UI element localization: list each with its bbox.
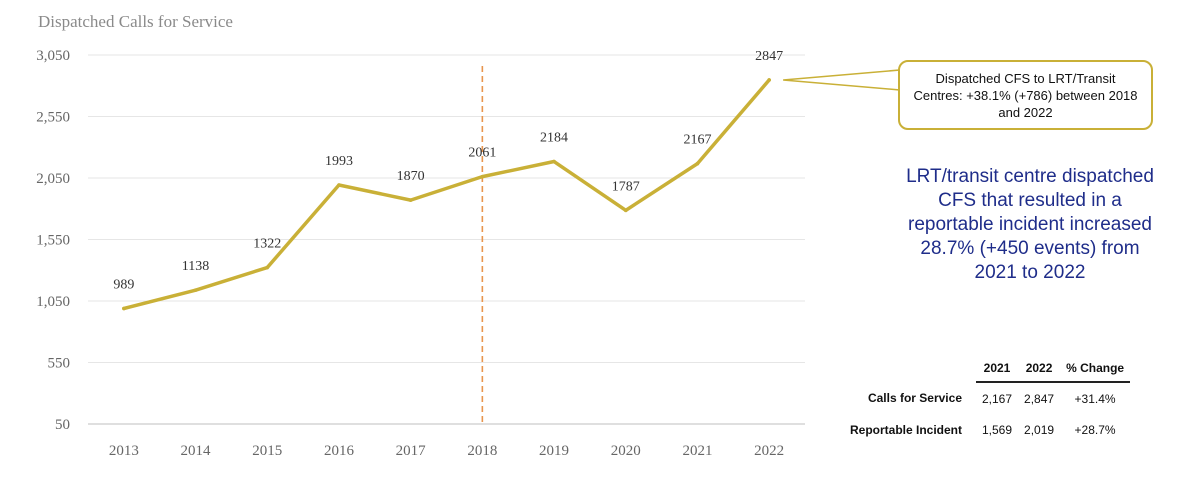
row-label: Calls for Service (867, 391, 962, 405)
row-label: Reportable Incident (849, 422, 962, 437)
table-cell: +31.4% (1074, 391, 1116, 406)
x-tick-label: 2019 (539, 443, 569, 459)
callout-box: Dispatched CFS to LRT/Transit Centres: +… (898, 60, 1153, 130)
data-point (480, 174, 485, 179)
table-cell: 2,019 (1024, 422, 1055, 437)
data-point (265, 265, 270, 270)
table-header-cell: 2022 (1018, 355, 1061, 383)
data-label: 2847 (755, 49, 783, 64)
data-point (122, 306, 126, 311)
table-row: Reportable Incident 1,569 2,019 +28.7% (838, 414, 1130, 445)
data-label: 1322 (253, 237, 281, 252)
x-tick-label: 2020 (611, 443, 641, 459)
y-tick-label: 2,550 (36, 110, 70, 126)
x-tick-label: 2018 (467, 443, 497, 459)
data-point (623, 208, 628, 213)
table-cell: 1,569 (982, 422, 1013, 437)
data-point (337, 183, 341, 187)
table-cell: 2,847 (1024, 391, 1055, 406)
table-cell: 2,167 (982, 391, 1013, 406)
table-header-row: 2021 2022 % Change (838, 355, 1131, 383)
comparison-table: 2021 2022 % Change Calls for Service 2,1… (838, 355, 1131, 445)
x-tick-label: 2015 (252, 443, 282, 459)
data-point (193, 288, 198, 292)
series-line (122, 78, 771, 311)
callout-pointer (783, 69, 901, 91)
y-tick-label: 2,050 (36, 171, 70, 187)
x-tick-label: 2017 (396, 443, 427, 459)
data-point (408, 198, 413, 202)
data-point (767, 78, 771, 82)
x-tick-label: 2021 (682, 443, 712, 459)
table-row: Calls for Service 2,167 2,847 +31.4% (838, 382, 1130, 414)
x-tick-label: 2016 (324, 443, 355, 459)
x-tick-label: 2022 (754, 443, 784, 459)
table-cell: +28.7% (1074, 422, 1116, 437)
x-tick-label: 2013 (109, 443, 139, 459)
chart-title: Dispatched Calls for Service (38, 12, 233, 31)
data-label: 1993 (325, 154, 353, 169)
x-tick-label: 2014 (181, 443, 212, 459)
table-header-cell: 2021 (976, 355, 1019, 383)
y-tick-label: 1,550 (36, 233, 70, 249)
data-point (695, 161, 700, 166)
data-label: 2061 (468, 146, 496, 161)
callout-text: Dispatched CFS to LRT/Transit Centres: +… (913, 70, 1138, 120)
data-label: 1138 (182, 259, 209, 274)
y-tick-label: 3,050 (36, 48, 70, 64)
data-label: 1870 (397, 169, 425, 184)
data-label: 2167 (683, 133, 711, 148)
data-point (552, 159, 556, 164)
table-header-cell: % Change (1060, 355, 1131, 383)
y-tick-label: 1,050 (36, 294, 70, 310)
summary-text: LRT/transit centre dispatched CFS that r… (906, 166, 1154, 283)
data-label: 2184 (540, 131, 568, 146)
y-tick-label: 50 (55, 417, 70, 433)
table-header-cell (838, 355, 976, 382)
data-label: 1787 (612, 179, 640, 194)
data-label: 989 (113, 278, 134, 293)
y-tick-label: 550 (48, 356, 71, 372)
